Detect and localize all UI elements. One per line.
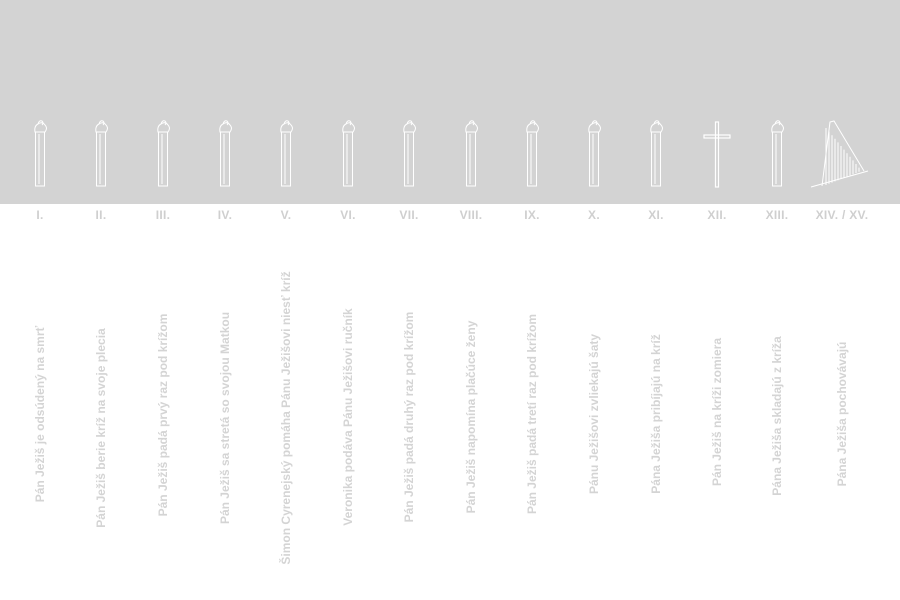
station-title-text: Pána Ježiša skladajú z kríža [770,336,784,496]
station-title-text: Pána Ježiša pribíjajú na kríž [649,334,663,494]
station-numeral: III. [155,208,171,222]
station-title-text: Pán Ježiš sa stretá so svojou Matkou [218,311,232,525]
station-numeral: XI. [648,208,664,222]
illustration-band [0,0,900,204]
station-numeral: IX. [524,208,540,222]
station-title-text: Pán Ježiš berie kríž na svoje plecia [94,328,108,528]
pillar-icon [403,120,416,187]
station-title-text: Veronika podáva Pánu Ježišovi ručník [341,308,355,526]
station-title-text: Pán Ježiš padá druhý raz pod krížom [402,311,416,523]
station-numeral: VII. [399,208,419,222]
pillar-icon [588,120,601,187]
pillar-icon [465,120,478,187]
pillar-icon [771,120,784,187]
station-numeral: V. [280,208,292,222]
pillar-icon [95,120,108,187]
station-numeral: VI. [340,208,356,222]
pillar-icon [280,120,293,187]
pillar-icon [34,120,47,187]
station-numeral: XIV. / XV. [815,208,869,222]
station-numeral: I. [36,208,44,222]
station-numeral: VIII. [459,208,483,222]
station-numeral: II. [95,208,107,222]
station-numeral: IV. [217,208,233,222]
station-numeral: XIII. [765,208,789,222]
cross-icon [703,121,731,188]
station-title-text: Pán Ježiš je odsúdený na smrť [33,325,47,503]
station-icons [34,120,869,188]
chapel-icon [810,120,869,188]
pillar-icon [157,120,170,187]
station-numeral: X. [588,208,600,222]
station-title-text: Pán Ježiš na kríži zomiera [710,337,724,487]
station-title-text: Pán Ježiš padá tretí raz pod krížom [525,313,539,515]
station-title-text: Pán Ježiš padá prvý raz pod krížom [156,313,170,517]
station-title-text: Pána Ježiša pochovávajú [835,341,849,487]
pillar-icon [650,120,663,187]
pillar-icon [219,120,232,187]
pillar-icon [526,120,539,187]
station-numeral: XII. [707,208,727,222]
station-title-text: Pánu Ježišovi zvliekajú šaty [587,333,601,495]
station-title-text: Pán Ježiš napomína plačúce ženy [464,320,478,514]
station-title-text: Šimon Cyrenejský pomáha Pánu Ježišovi ni… [279,271,293,565]
pillar-icon [342,120,355,187]
